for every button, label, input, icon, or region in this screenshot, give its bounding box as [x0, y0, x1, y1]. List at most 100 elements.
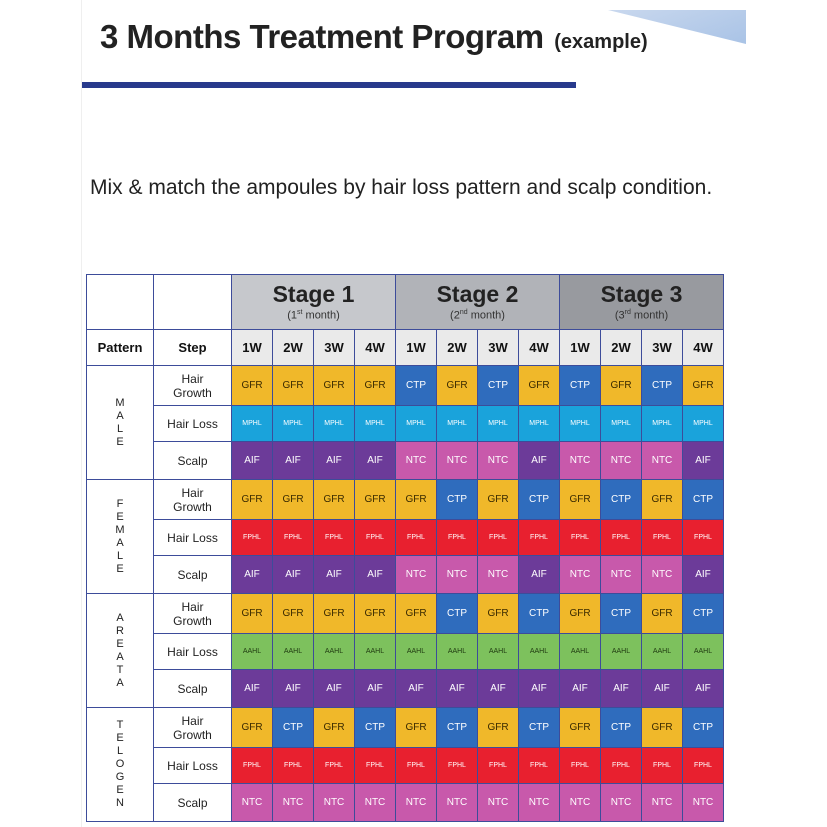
ampoule-cell: AAHL	[600, 633, 642, 670]
step-label: Scalp	[153, 783, 232, 822]
ampoule-cell: NTC	[436, 555, 478, 594]
title-suffix: (example)	[554, 31, 648, 53]
ampoule-cell: GFR	[272, 593, 314, 634]
ampoule-cell: CTP	[641, 365, 683, 406]
ampoule-cell: CTP	[477, 365, 519, 406]
ampoule-cell: FPHL	[272, 747, 314, 784]
ampoule-cell: CTP	[600, 593, 642, 634]
week-header: 1W	[231, 329, 273, 366]
ampoule-cell: GFR	[477, 479, 519, 520]
ampoule-cell: AIF	[272, 441, 314, 480]
ampoule-cell: GFR	[231, 479, 273, 520]
ampoule-cell: AIF	[354, 669, 396, 708]
ampoule-cell: NTC	[641, 555, 683, 594]
stage-ordinal: 3	[618, 309, 625, 322]
ampoule-cell: NTC	[559, 555, 601, 594]
table-row: Hair Loss FPHL FPHL FPHL FPHL FPHL FPHL FPHL FPH…	[87, 747, 724, 784]
ampoule-cell: FPHL	[231, 519, 273, 556]
ampoule-cell: NTC	[436, 783, 478, 822]
ampoule-cell: AAHL	[436, 633, 478, 670]
ampoule-cell: NTC	[682, 783, 724, 822]
blank-corner-cell	[86, 274, 154, 330]
step-label: Scalp	[153, 555, 232, 594]
pattern-letter: A	[116, 650, 124, 663]
ampoule-cell: AIF	[682, 669, 724, 708]
pattern-letter: F	[116, 497, 124, 510]
step-label-line: Scalp	[177, 567, 208, 582]
pattern-letter: A	[116, 536, 124, 549]
ampoule-cell: NTC	[641, 783, 683, 822]
ampoule-cell: NTC	[395, 783, 437, 822]
ampoule-cell: AIF	[272, 669, 314, 708]
ampoule-cell: AIF	[477, 669, 519, 708]
pattern-letter: E	[116, 435, 124, 448]
ampoule-cell: MPHL	[682, 405, 724, 442]
ampoule-cell: FPHL	[559, 747, 601, 784]
ampoule-cell: MPHL	[272, 405, 314, 442]
ampoule-cell: NTC	[395, 441, 437, 480]
step-label-line: Hair	[181, 713, 204, 728]
treatment-program-table: Stage 1 (1st month) Stage 2 (2nd month) Stag…	[86, 274, 724, 822]
ampoule-cell: AIF	[518, 669, 560, 708]
step-column-header: Step	[153, 329, 232, 366]
step-label-line: Scalp	[177, 453, 208, 468]
ampoule-cell: CTP	[518, 593, 560, 634]
ampoule-cell: MPHL	[559, 405, 601, 442]
stage-name: Stage 3	[600, 280, 683, 307]
week-header: 2W	[272, 329, 314, 366]
page-title: 3 Months Treatment Program (example)	[100, 18, 648, 56]
ampoule-cell: NTC	[559, 783, 601, 822]
ampoule-cell: CTP	[600, 479, 642, 520]
step-label-line: Hair	[181, 371, 204, 386]
step-label: Hair Loss	[153, 405, 232, 442]
ampoule-cell: FPHL	[682, 519, 724, 556]
ampoule-cell: AAHL	[395, 633, 437, 670]
step-label-line: Growth	[173, 499, 212, 514]
step-label: Scalp	[153, 669, 232, 708]
stage-ordinal-suffix: st	[297, 308, 303, 316]
pattern-letter: A	[116, 676, 124, 689]
ampoule-cell: GFR	[641, 479, 683, 520]
ampoule-cell: AIF	[395, 669, 437, 708]
ampoule-cell: CTP	[600, 707, 642, 748]
step-label: Scalp	[153, 441, 232, 480]
ampoule-cell: FPHL	[477, 519, 519, 556]
ampoule-cell: AIF	[518, 555, 560, 594]
week-header: 3W	[641, 329, 683, 366]
pattern-letter: N	[116, 797, 124, 809]
ampoule-cell: CTP	[518, 707, 560, 748]
stage-name: Stage 1	[272, 280, 355, 307]
ampoule-cell: GFR	[395, 707, 437, 748]
ampoule-cell: GFR	[559, 593, 601, 634]
ampoule-cell: GFR	[231, 707, 273, 748]
blank-corner-cell	[153, 274, 232, 330]
stage-month-word: month	[633, 309, 665, 322]
ampoule-cell: MPHL	[436, 405, 478, 442]
step-label-line: Hair Loss	[167, 644, 218, 659]
table-row: Hair Loss FPHL FPHL FPHL FPHL FPHL FPHL FPHL FPH…	[87, 519, 724, 556]
pattern-letter: E	[116, 510, 124, 523]
pattern-letter: E	[116, 562, 124, 575]
ampoule-cell: GFR	[272, 479, 314, 520]
pattern-column-header: Pattern	[86, 329, 154, 366]
ampoule-cell: CTP	[354, 707, 396, 748]
ampoule-cell: AAHL	[641, 633, 683, 670]
ampoule-cell: FPHL	[641, 747, 683, 784]
ampoule-cell: NTC	[313, 783, 355, 822]
stage-name: Stage 2	[436, 280, 519, 307]
step-label: Hair Growth	[153, 365, 232, 406]
ampoule-cell: GFR	[641, 593, 683, 634]
stage-ordinal-suffix: nd	[459, 308, 468, 316]
ampoule-cell: NTC	[231, 783, 273, 822]
stage-month: (2nd month)	[450, 308, 505, 322]
table-row: Scalp AIF AIF AIF AIF AIF AIF AIF AIF AIF AIF AIF AI…	[87, 669, 724, 708]
ampoule-cell: AAHL	[518, 633, 560, 670]
ampoule-cell: AIF	[559, 669, 601, 708]
ampoule-cell: NTC	[477, 555, 519, 594]
table-row: M A L E Hair Growth GFR GFR GFR GFR CTP GFR CTP GFR CT…	[86, 365, 724, 480]
stage-month-word: month	[470, 309, 502, 322]
ampoule-cell: GFR	[559, 479, 601, 520]
week-header: 4W	[682, 329, 724, 366]
ampoule-cell: MPHL	[313, 405, 355, 442]
